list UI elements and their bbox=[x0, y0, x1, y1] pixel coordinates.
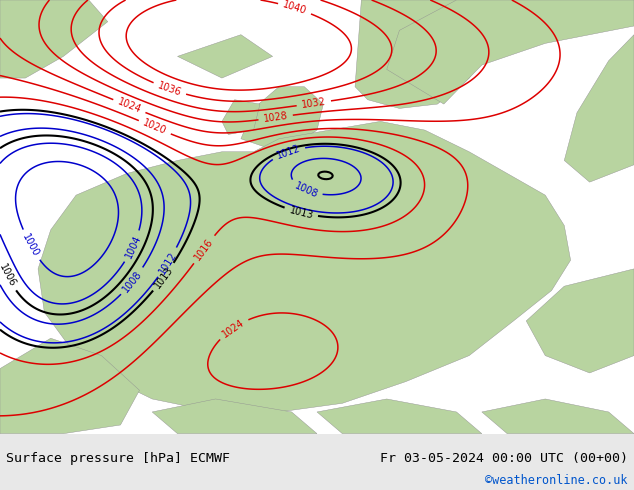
Text: 1040: 1040 bbox=[281, 0, 308, 17]
FancyBboxPatch shape bbox=[0, 434, 634, 490]
Polygon shape bbox=[387, 0, 634, 104]
Text: 1036: 1036 bbox=[157, 80, 183, 98]
Text: 1028: 1028 bbox=[262, 111, 288, 124]
Text: 1013: 1013 bbox=[288, 205, 314, 220]
Text: 1012: 1012 bbox=[275, 143, 302, 161]
Polygon shape bbox=[0, 338, 139, 434]
Polygon shape bbox=[564, 35, 634, 182]
Text: Fr 03-05-2024 00:00 UTC (00+00): Fr 03-05-2024 00:00 UTC (00+00) bbox=[380, 452, 628, 465]
Text: 1024: 1024 bbox=[220, 317, 246, 340]
Text: Surface pressure [hPa] ECMWF: Surface pressure [hPa] ECMWF bbox=[6, 452, 230, 465]
Polygon shape bbox=[222, 100, 260, 134]
Text: 1008: 1008 bbox=[121, 269, 144, 294]
Text: 1004: 1004 bbox=[123, 233, 143, 260]
Text: 1032: 1032 bbox=[301, 97, 327, 110]
Text: 1024: 1024 bbox=[116, 97, 143, 115]
Polygon shape bbox=[38, 122, 571, 412]
Polygon shape bbox=[0, 0, 108, 78]
Text: 1012: 1012 bbox=[157, 249, 179, 275]
Text: 1016: 1016 bbox=[193, 237, 216, 262]
Polygon shape bbox=[178, 35, 273, 78]
Polygon shape bbox=[482, 399, 634, 434]
Polygon shape bbox=[317, 399, 482, 434]
Polygon shape bbox=[355, 0, 495, 108]
Text: 1008: 1008 bbox=[293, 180, 319, 199]
Text: 1006: 1006 bbox=[0, 263, 18, 289]
Polygon shape bbox=[526, 269, 634, 373]
Text: 1000: 1000 bbox=[20, 232, 41, 258]
Text: 1020: 1020 bbox=[141, 118, 168, 137]
Polygon shape bbox=[241, 87, 323, 147]
Text: ©weatheronline.co.uk: ©weatheronline.co.uk bbox=[485, 474, 628, 487]
Polygon shape bbox=[152, 399, 317, 434]
Text: 1013: 1013 bbox=[152, 264, 175, 290]
